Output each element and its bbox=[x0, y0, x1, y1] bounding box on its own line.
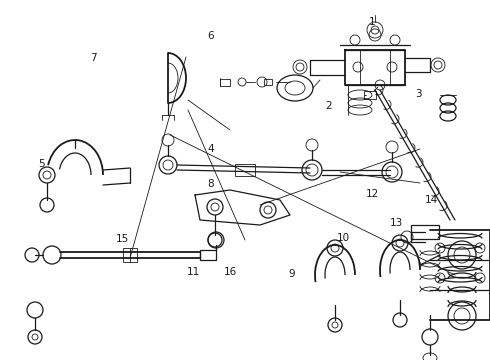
Bar bbox=[220, 78, 230, 86]
Bar bbox=[411, 225, 439, 239]
Bar bbox=[364, 91, 376, 99]
Text: 12: 12 bbox=[366, 189, 379, 199]
Text: 5: 5 bbox=[38, 159, 45, 169]
Text: 1: 1 bbox=[369, 17, 376, 27]
Bar bbox=[264, 79, 272, 85]
Text: 6: 6 bbox=[207, 31, 214, 41]
Text: 2: 2 bbox=[325, 101, 332, 111]
Text: 7: 7 bbox=[90, 53, 97, 63]
Text: 14: 14 bbox=[424, 195, 438, 205]
Text: 10: 10 bbox=[337, 233, 349, 243]
Text: 8: 8 bbox=[207, 179, 214, 189]
Text: 3: 3 bbox=[416, 89, 422, 99]
Text: 9: 9 bbox=[288, 269, 295, 279]
Text: 15: 15 bbox=[116, 234, 129, 244]
Bar bbox=[123, 248, 137, 262]
Text: 13: 13 bbox=[390, 218, 404, 228]
Bar bbox=[235, 164, 255, 176]
Text: 4: 4 bbox=[207, 144, 214, 154]
Text: 11: 11 bbox=[187, 267, 200, 277]
Bar bbox=[200, 250, 216, 260]
Text: 16: 16 bbox=[223, 267, 237, 277]
